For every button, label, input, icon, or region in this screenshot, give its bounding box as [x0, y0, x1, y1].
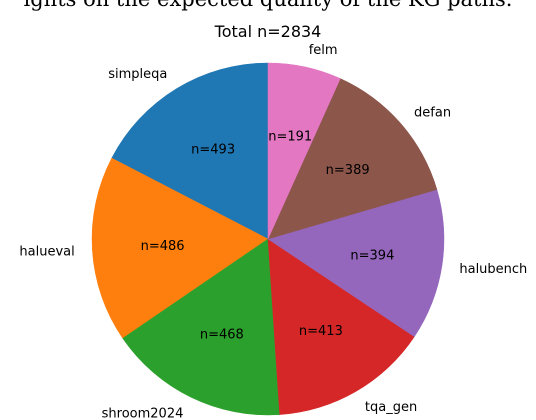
pie-slice-felm	[267, 62, 341, 240]
pie-slice-shroom2024	[122, 238, 280, 416]
chart-title: Total n=2834	[214, 22, 322, 41]
pie-labels: simpleqa n=493 halueval n=486 shroom2024 n=46…	[19, 43, 527, 420]
pie-slice-halueval	[91, 157, 269, 339]
slice-count-label-halueval: n=486	[141, 239, 185, 254]
slice-count-label-tqa-gen: n=413	[299, 324, 343, 339]
slice-label-defan: defan	[414, 105, 451, 120]
slice-label-shroom2024: shroom2024	[102, 407, 184, 420]
slice-count-label-simpleqa: n=493	[191, 142, 235, 157]
pie-slice-simpleqa	[111, 62, 269, 240]
slice-count-label-shroom2024: n=468	[200, 327, 244, 342]
slice-label-halueval: halueval	[19, 244, 74, 259]
slice-label-felm: felm	[309, 43, 338, 58]
pie-slices	[91, 62, 445, 416]
pie-slice-tqa-gen	[267, 238, 415, 415]
cropped-caption-text: ights on the expected quality of the KG …	[0, 0, 536, 11]
pie-slice-defan	[267, 78, 438, 240]
slice-count-label-halubench: n=394	[350, 248, 394, 263]
slice-label-tqa-gen: tqa_gen	[365, 400, 417, 415]
slice-label-halubench: halubench	[459, 262, 527, 277]
slice-count-label-felm: n=191	[268, 129, 312, 144]
slice-label-simpleqa: simpleqa	[108, 67, 167, 82]
slice-count-label-defan: n=389	[326, 163, 370, 178]
